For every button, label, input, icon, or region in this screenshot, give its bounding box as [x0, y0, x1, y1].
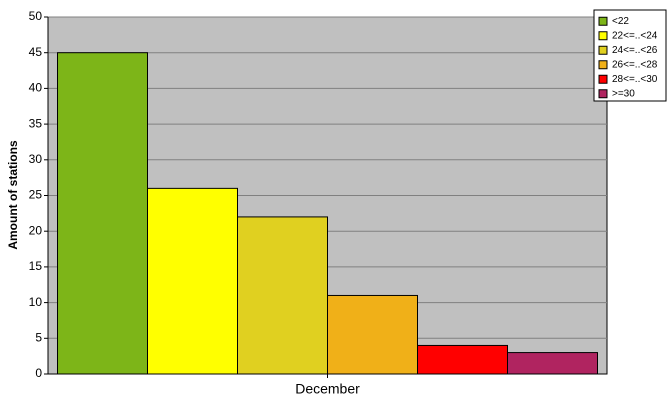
bar: [57, 52, 149, 375]
legend-swatch: [598, 89, 608, 99]
y-tick-label: 40: [29, 81, 43, 95]
legend-label: >=30: [612, 88, 635, 99]
y-tick-label: 20: [29, 223, 43, 237]
y-tick-label: 50: [29, 9, 43, 23]
bar: [506, 352, 598, 375]
x-tick-label: December: [295, 381, 360, 397]
bar: [327, 294, 418, 375]
legend-swatch: [598, 16, 608, 26]
legend-swatch: [598, 74, 608, 84]
y-tick-label: 15: [29, 259, 43, 273]
bar: [416, 344, 508, 375]
legend-swatch: [598, 60, 608, 70]
legend-label: 22<=..<24: [612, 30, 658, 41]
bar: [147, 187, 239, 375]
legend-label: 26<=..<28: [612, 59, 658, 70]
legend-label: 28<=..<30: [612, 74, 658, 85]
y-tick-label: 25: [29, 188, 43, 202]
legend-label: <22: [612, 16, 629, 27]
y-axis-label: Amount of stations: [6, 140, 20, 250]
legend-swatch: [598, 31, 608, 41]
y-tick-label: 45: [29, 45, 43, 59]
y-tick-label: 35: [29, 116, 43, 130]
y-tick-label: 10: [29, 295, 43, 309]
legend-label: 24<=..<26: [612, 45, 658, 56]
y-tick-label: 30: [29, 152, 43, 166]
y-tick-label: 5: [35, 330, 42, 344]
bar: [237, 216, 329, 375]
legend-swatch: [598, 45, 608, 55]
y-tick-label: 0: [35, 366, 42, 380]
